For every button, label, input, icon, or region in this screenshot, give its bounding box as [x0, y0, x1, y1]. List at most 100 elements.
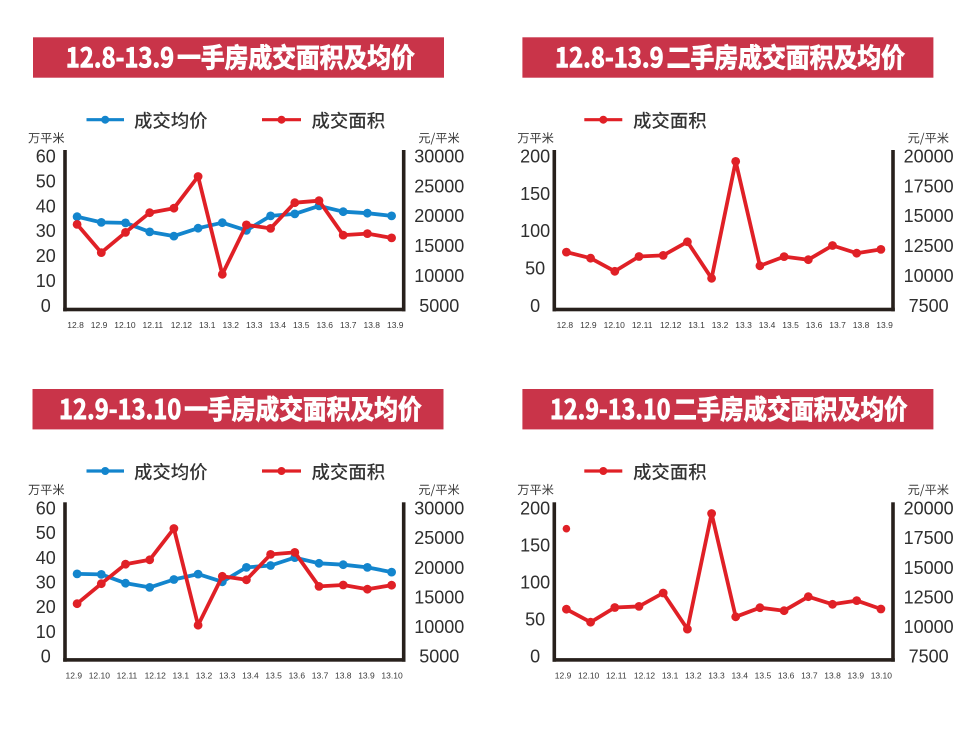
svg-text:20000: 20000 [904, 499, 954, 519]
svg-text:13.9: 13.9 [358, 671, 375, 681]
svg-text:50: 50 [525, 259, 545, 279]
svg-text:100: 100 [520, 573, 550, 593]
svg-text:50: 50 [525, 610, 545, 630]
svg-text:13.4: 13.4 [731, 671, 748, 681]
svg-text:13.6: 13.6 [289, 671, 306, 681]
svg-text:15000: 15000 [414, 587, 464, 607]
svg-text:60: 60 [36, 499, 56, 519]
svg-text:10: 10 [36, 271, 56, 291]
svg-text:100: 100 [520, 221, 550, 241]
svg-text:40: 40 [36, 548, 56, 568]
svg-text:30000: 30000 [414, 499, 464, 519]
svg-text:13.5: 13.5 [265, 671, 282, 681]
svg-text:150: 150 [520, 536, 550, 556]
svg-text:13.4: 13.4 [759, 320, 776, 330]
svg-text:150: 150 [520, 184, 550, 204]
svg-text:13.7: 13.7 [312, 671, 329, 681]
svg-text:200: 200 [520, 499, 550, 519]
svg-text:17500: 17500 [904, 528, 954, 548]
svg-text:0: 0 [41, 647, 51, 667]
svg-text:13.3: 13.3 [246, 320, 263, 330]
svg-text:12.9: 12.9 [555, 671, 572, 681]
svg-text:10000: 10000 [414, 266, 464, 286]
svg-text:50: 50 [36, 523, 56, 543]
svg-text:20: 20 [36, 597, 56, 617]
svg-text:0: 0 [530, 647, 540, 667]
svg-text:12.9: 12.9 [91, 320, 108, 330]
svg-text:13.1: 13.1 [173, 671, 190, 681]
svg-text:13.4: 13.4 [242, 671, 259, 681]
svg-text:13.6: 13.6 [778, 671, 795, 681]
svg-text:7500: 7500 [909, 647, 949, 667]
svg-text:12.10: 12.10 [604, 320, 626, 330]
svg-text:13.9: 13.9 [848, 671, 865, 681]
svg-text:13.7: 13.7 [829, 320, 846, 330]
svg-text:13.9: 13.9 [387, 320, 404, 330]
svg-text:13.8: 13.8 [824, 671, 841, 681]
svg-text:7500: 7500 [909, 296, 949, 316]
svg-text:12.11: 12.11 [117, 671, 138, 681]
svg-text:10000: 10000 [904, 617, 954, 637]
svg-text:13.1: 13.1 [688, 320, 705, 330]
svg-text:30000: 30000 [414, 146, 464, 166]
svg-text:25000: 25000 [414, 528, 464, 548]
svg-text:13.4: 13.4 [269, 320, 286, 330]
svg-text:200: 200 [520, 146, 550, 166]
svg-text:12.12: 12.12 [171, 320, 193, 330]
svg-text:30: 30 [36, 573, 56, 593]
svg-text:13.2: 13.2 [685, 671, 702, 681]
svg-text:20000: 20000 [414, 206, 464, 226]
svg-text:0: 0 [41, 296, 51, 316]
svg-text:13.1: 13.1 [662, 671, 679, 681]
svg-text:13.8: 13.8 [335, 671, 352, 681]
svg-text:13.5: 13.5 [293, 320, 310, 330]
svg-text:15000: 15000 [904, 558, 954, 578]
svg-text:10000: 10000 [414, 617, 464, 637]
svg-text:40: 40 [36, 196, 56, 216]
svg-text:13.10: 13.10 [871, 671, 893, 681]
svg-text:30: 30 [36, 221, 56, 241]
svg-text:12.10: 12.10 [578, 671, 600, 681]
svg-text:10: 10 [36, 622, 56, 642]
svg-text:13.3: 13.3 [219, 671, 236, 681]
svg-text:12.11: 12.11 [606, 671, 627, 681]
svg-text:12.9: 12.9 [580, 320, 597, 330]
svg-text:13.1: 13.1 [199, 320, 216, 330]
svg-text:13.3: 13.3 [735, 320, 752, 330]
svg-text:10000: 10000 [904, 266, 954, 286]
svg-text:12.8: 12.8 [557, 320, 574, 330]
svg-text:13.6: 13.6 [316, 320, 333, 330]
svg-text:13.2: 13.2 [222, 320, 239, 330]
svg-text:12.12: 12.12 [634, 671, 656, 681]
svg-text:13.7: 13.7 [340, 320, 357, 330]
svg-text:12.12: 12.12 [660, 320, 682, 330]
svg-text:12.9: 12.9 [66, 671, 83, 681]
svg-text:12.12: 12.12 [145, 671, 167, 681]
svg-text:25000: 25000 [414, 176, 464, 196]
svg-text:13.8: 13.8 [853, 320, 870, 330]
svg-text:5000: 5000 [419, 296, 459, 316]
svg-text:12500: 12500 [904, 236, 954, 256]
svg-text:0: 0 [530, 296, 540, 316]
svg-text:20000: 20000 [904, 146, 954, 166]
svg-text:13.8: 13.8 [363, 320, 380, 330]
svg-text:17500: 17500 [904, 176, 954, 196]
svg-text:12.8: 12.8 [67, 320, 84, 330]
svg-text:13.2: 13.2 [196, 671, 213, 681]
svg-text:13.3: 13.3 [708, 671, 725, 681]
svg-text:12.11: 12.11 [143, 320, 164, 330]
svg-text:20000: 20000 [414, 558, 464, 578]
svg-text:15000: 15000 [414, 236, 464, 256]
svg-text:12.11: 12.11 [632, 320, 653, 330]
svg-text:20: 20 [36, 246, 56, 266]
svg-text:13.6: 13.6 [806, 320, 823, 330]
svg-text:50: 50 [36, 171, 56, 191]
svg-text:13.2: 13.2 [712, 320, 729, 330]
svg-text:13.10: 13.10 [381, 671, 403, 681]
svg-text:12.10: 12.10 [114, 320, 136, 330]
svg-text:60: 60 [36, 146, 56, 166]
svg-text:13.5: 13.5 [782, 320, 799, 330]
svg-text:12500: 12500 [904, 587, 954, 607]
svg-text:12.10: 12.10 [89, 671, 111, 681]
svg-text:5000: 5000 [419, 647, 459, 667]
